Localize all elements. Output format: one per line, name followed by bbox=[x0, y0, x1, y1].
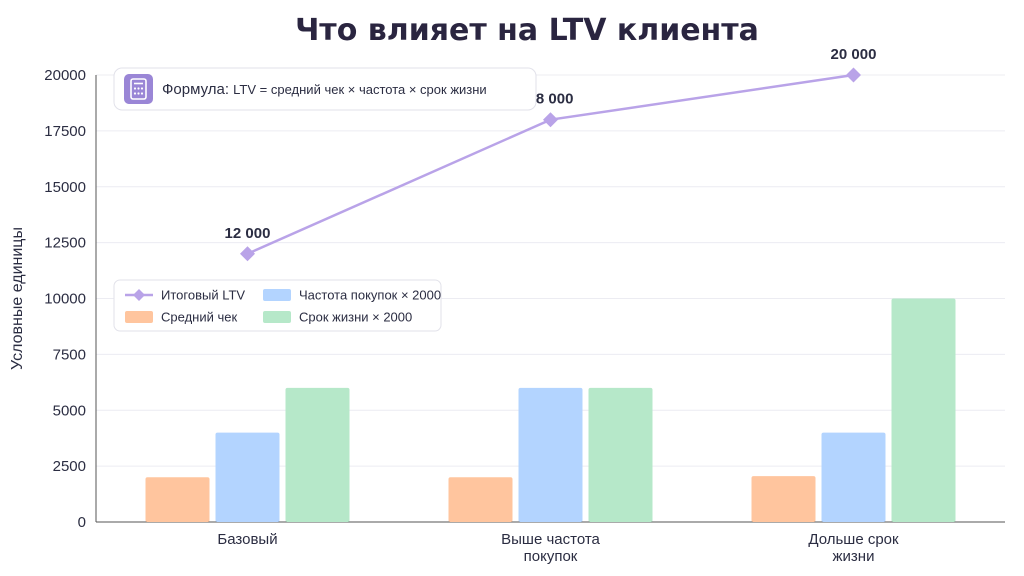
x-tick-label-line: Выше частота bbox=[501, 531, 600, 548]
y-tick-label: 17500 bbox=[44, 123, 86, 140]
ltv-point bbox=[543, 112, 558, 128]
bar bbox=[891, 298, 956, 522]
x-tick-label-line: Базовый bbox=[217, 531, 277, 548]
legend-label: Средний чек bbox=[161, 310, 237, 325]
calculator-icon bbox=[124, 74, 153, 104]
legend-label: Итоговый LTV bbox=[161, 288, 245, 303]
bar bbox=[518, 387, 583, 522]
y-tick-label: 0 bbox=[78, 514, 86, 531]
bar bbox=[821, 432, 886, 522]
ltv-point bbox=[846, 67, 861, 83]
legend: Итоговый LTV Частота покупок × 2000 Средни… bbox=[113, 279, 442, 332]
x-tick-label-line: Дольше срок bbox=[808, 531, 899, 548]
formula-prefix: Формула: bbox=[162, 81, 233, 98]
bar bbox=[588, 387, 653, 522]
formula-expression: LTV = средний чек × частота × срок жизни bbox=[233, 82, 487, 97]
bar bbox=[751, 476, 816, 522]
x-tick-label-line: покупок bbox=[524, 548, 578, 565]
y-tick-label: 15000 bbox=[44, 179, 86, 196]
legend-label: Срок жизни × 2000 bbox=[299, 310, 412, 325]
ltv-data-label: 12 000 bbox=[225, 225, 271, 242]
x-tick-label: Базовый bbox=[217, 531, 277, 548]
legend-swatch bbox=[263, 289, 291, 301]
bar bbox=[285, 387, 350, 522]
y-tick-label: 10000 bbox=[44, 291, 86, 308]
formula-annotation: Формула: LTV = средний чек × частота × с… bbox=[113, 67, 537, 111]
chart-title: Что влияет на LTV клиента bbox=[295, 13, 759, 48]
formula-text: Формула: LTV = средний чек × частота × с… bbox=[162, 81, 487, 98]
ltv-data-label: 20 000 bbox=[831, 46, 877, 63]
y-tick-label: 20000 bbox=[44, 67, 86, 84]
ltv-data-label: 18 000 bbox=[528, 91, 574, 108]
x-tick-label: Дольше срок жизни bbox=[808, 531, 899, 565]
legend-swatch bbox=[125, 311, 153, 323]
ltv-point bbox=[240, 246, 255, 262]
y-tick-label: 7500 bbox=[53, 346, 86, 363]
bar bbox=[448, 477, 513, 522]
x-tick-label-line: жизни bbox=[833, 548, 875, 565]
y-tick-label: 12500 bbox=[44, 235, 86, 252]
ltv-line: 12 000 18 000 20 000 bbox=[225, 46, 877, 262]
bar bbox=[145, 477, 210, 522]
legend-label: Частота покупок × 2000 bbox=[299, 288, 441, 303]
y-axis-label: Условные единицы bbox=[9, 227, 26, 370]
y-tick-label: 2500 bbox=[53, 458, 86, 475]
bars bbox=[145, 298, 956, 522]
x-tick-label: Выше частота покупок bbox=[501, 531, 600, 565]
legend-swatch bbox=[263, 311, 291, 323]
legend-swatch-marker bbox=[133, 289, 145, 301]
bar bbox=[215, 432, 280, 522]
y-tick-label: 5000 bbox=[53, 402, 86, 419]
